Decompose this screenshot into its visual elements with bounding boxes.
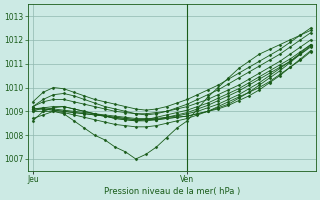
X-axis label: Pression niveau de la mer( hPa ): Pression niveau de la mer( hPa ) [104, 187, 240, 196]
